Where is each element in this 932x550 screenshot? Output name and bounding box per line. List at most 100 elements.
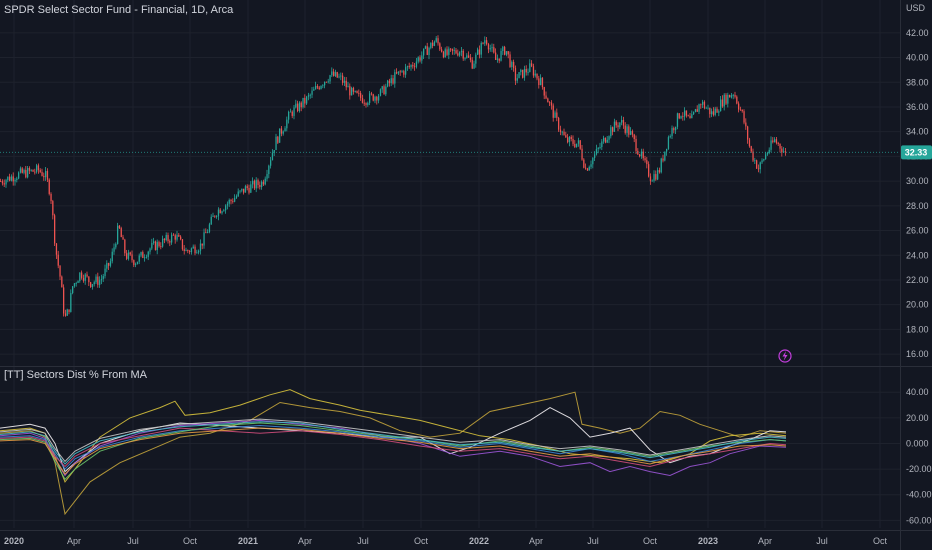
candle-body [635,139,637,151]
candle-body [446,49,448,55]
candle-body [561,131,563,133]
candle-body [736,96,738,104]
candle-body [525,69,527,73]
candle-body [653,174,655,181]
candle-body [750,146,752,152]
candle-body [412,65,414,67]
candle-body [383,86,385,95]
candle-body [523,69,526,78]
price-tick-label: 16.00 [906,349,929,359]
candle-body [477,49,479,55]
candle-body [464,57,466,59]
candle-body [631,131,634,135]
price-tick-label: 22.00 [906,275,929,285]
candle-body [381,86,383,90]
candle-body [149,248,151,252]
candle-body [239,190,241,192]
candle-body [658,170,661,173]
candle-body [10,176,13,181]
candle-body [171,234,173,243]
candle-body [469,57,472,60]
candle-body [543,87,545,96]
candle-body [329,75,331,82]
price-tick-label: 26.00 [906,226,929,236]
candle-body [453,50,455,52]
candle-body [194,246,196,254]
candle-body [154,241,157,251]
price-tick-label: 42.00 [906,28,929,38]
time-tick-label: 2021 [238,536,258,546]
candle-body [18,172,20,179]
candle-body [612,127,614,132]
candle-body [743,111,745,123]
candle-body [28,167,31,171]
candle-body [397,71,400,74]
candle-body [639,154,641,157]
candle-body [495,52,497,60]
candle-body [167,234,169,242]
indicator-series-line [0,422,787,481]
candle-body [568,136,571,143]
candle-body [556,112,558,118]
candle-body [216,216,218,217]
candle-body [192,246,194,249]
price-tick-label: 38.00 [906,77,929,87]
candle-body [545,95,547,99]
candle-body [484,40,486,44]
candle-body [81,272,83,278]
last-price-badge [901,145,932,160]
candle-body [378,95,380,101]
candle-body [340,75,342,77]
candle-body [552,105,554,118]
candle-body [734,95,736,97]
candle-body [129,252,131,255]
candle-body [360,93,362,98]
candle-body [516,78,518,81]
candle-body [9,176,11,181]
lightning-icon [782,351,788,361]
currency-label: USD [906,3,926,13]
candle-body [300,102,302,108]
candle-body [714,108,716,115]
candle-body [1,181,4,184]
indicator-series-line [0,427,787,468]
candle-body [127,252,130,259]
candle-body [595,148,598,155]
candle-body [471,59,473,69]
candle-body [594,154,596,158]
candle-body [417,57,419,62]
candle-body [448,48,450,55]
candle-body [243,188,245,193]
candle-body [660,158,662,173]
candle-body [504,46,506,55]
time-tick-label: Apr [529,536,543,546]
candle-body [178,234,180,237]
candle-body [617,125,619,128]
candle-body [271,152,274,161]
candle-body [21,168,23,173]
candle-body [0,181,2,182]
candle-body [718,111,720,113]
candle-body [705,107,707,109]
candle-body [442,51,445,58]
time-tick-label: Apr [67,536,81,546]
candle-body [334,72,337,76]
candle-body [318,87,320,90]
candle-body [662,158,664,161]
candle-body [63,287,65,314]
candle-body [109,261,112,266]
candle-body [73,283,76,287]
candle-body [372,94,374,101]
candle-body [259,184,261,188]
candle-body [190,248,193,253]
candle-body [624,125,626,133]
candle-body [230,200,232,201]
price-tick-label: 24.00 [906,250,929,260]
candle-body [266,174,268,179]
candle-body [205,232,207,234]
candle-body [241,188,243,191]
candle-body [273,150,275,153]
candle-body [172,234,175,236]
indicator-tick-label: -40.00 [906,490,932,500]
